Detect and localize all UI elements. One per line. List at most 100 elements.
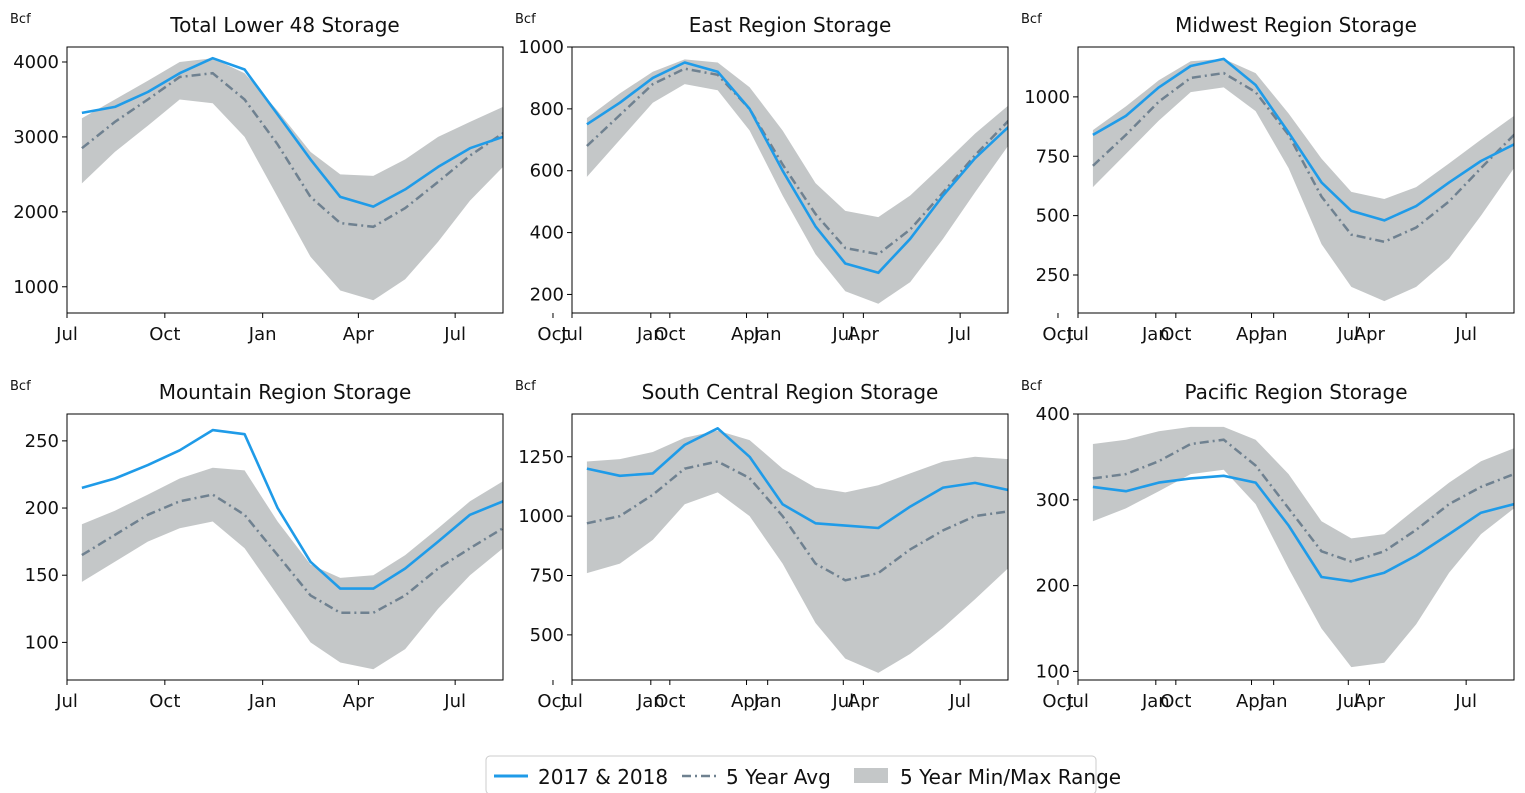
panel-title: South Central Region Storage <box>642 380 939 404</box>
plot-area <box>81 428 503 670</box>
legend-range-swatch <box>854 768 888 783</box>
range-band <box>81 467 503 670</box>
y-tick-label: 750 <box>1036 146 1070 167</box>
y-unit-label: Bcf <box>515 12 536 27</box>
legend-frame <box>485 755 1097 793</box>
range-band <box>1092 58 1514 302</box>
panel-6: JulOctJanAprJulOctJanAprJul100200300400P… <box>1021 379 1515 712</box>
panel-5: Jul Oct Jan Apr Jul Oct Jan Apr Jul5007501000125… <box>515 379 1359 712</box>
y-tick-label: 200 <box>25 498 59 519</box>
chart-legend: 2017 & 2018 5 Year Avg 5 Year Min/Max Ra… <box>485 755 1121 793</box>
x-tick-label: Jan <box>753 324 782 345</box>
plot-area <box>586 59 1008 304</box>
chart-panels: Jul Oct Jan Apr Jul Oct Jan Apr Jul1000200030004… <box>10 12 1515 712</box>
plot-frame <box>1077 413 1515 681</box>
x-tick-label: Oct <box>537 324 568 345</box>
plot-frame <box>571 413 1009 681</box>
y-tick-label: 1000 <box>13 277 59 298</box>
y-tick-label: 400 <box>1036 404 1070 425</box>
x-tick-label: Jan <box>1259 691 1288 712</box>
plot-area <box>1092 426 1514 668</box>
plot-frame <box>66 46 504 314</box>
plot-frame <box>66 413 504 681</box>
plot-area <box>81 56 503 301</box>
actual-line <box>586 61 1008 275</box>
x-tick-label: Jul <box>1066 691 1089 712</box>
x-tick-label: Oct <box>654 324 685 345</box>
x-tick-label: Apr <box>1236 691 1268 712</box>
x-tick-label: Jan <box>1141 691 1170 712</box>
x-tick-label: Jan <box>1259 324 1288 345</box>
y-tick-label: 300 <box>1036 490 1070 511</box>
x-tick-label: Jul <box>1336 691 1359 712</box>
panel-title: Total Lower 48 Storage <box>169 13 399 37</box>
x-tick-label: Jul <box>1336 324 1359 345</box>
x-tick-label: Oct <box>149 691 180 712</box>
y-tick-label: 500 <box>1036 206 1070 227</box>
y-tick-label: 400 <box>530 223 564 244</box>
x-tick-label: Apr <box>731 691 763 712</box>
panel-title: Midwest Region Storage <box>1175 13 1417 37</box>
range-band <box>586 430 1008 673</box>
x-tick-label: Jan <box>753 691 782 712</box>
panel-2: Jul Oct Jan Apr Jul Oct Jan Apr Jul2004006008001… <box>515 12 1359 345</box>
plot-frame <box>571 46 1009 314</box>
x-tick-label: Jul <box>55 324 78 345</box>
panel-4: Jul Oct Jan Apr Jul Oct Jan Apr Jul100150200250M… <box>10 379 854 712</box>
x-tick-label: Apr <box>848 324 880 345</box>
legend-actual-label: 2017 & 2018 <box>538 765 668 789</box>
range-band <box>586 59 1008 304</box>
y-tick-label: 250 <box>1036 265 1070 286</box>
actual-line <box>586 427 1008 530</box>
y-tick-label: 750 <box>530 566 564 587</box>
y-unit-label: Bcf <box>10 12 31 27</box>
panel-title: East Region Storage <box>689 13 892 37</box>
y-tick-label: 1000 <box>518 37 564 58</box>
y-unit-label: Bcf <box>515 379 536 394</box>
y-tick-label: 500 <box>530 625 564 646</box>
avg-line <box>586 460 1008 582</box>
x-tick-label: Jul <box>55 691 78 712</box>
y-tick-label: 4000 <box>13 52 59 73</box>
y-tick-label: 100 <box>25 632 59 653</box>
x-tick-label: Apr <box>343 691 375 712</box>
range-band <box>81 58 503 301</box>
x-tick-label: Apr <box>1236 324 1268 345</box>
legend-avg-label: 5 Year Avg <box>726 765 831 789</box>
x-tick-label: Jul <box>443 691 466 712</box>
x-tick-label: Apr <box>848 691 880 712</box>
x-tick-label: Jul <box>1454 691 1477 712</box>
y-tick-label: 150 <box>25 565 59 586</box>
y-tick-label: 600 <box>530 161 564 182</box>
x-tick-label: Jul <box>831 324 854 345</box>
x-tick-label: Apr <box>731 324 763 345</box>
panel-3: JulOctJanAprJulOctJanAprJul2505007501000… <box>1021 12 1515 345</box>
panel-title: Mountain Region Storage <box>159 380 412 404</box>
y-tick-label: 250 <box>25 431 59 452</box>
x-tick-label: Jul <box>1454 324 1477 345</box>
x-tick-label: Apr <box>1354 324 1386 345</box>
x-tick-label: Oct <box>1160 691 1191 712</box>
x-tick-label: Jul <box>831 691 854 712</box>
y-tick-label: 3000 <box>13 127 59 148</box>
x-tick-label: Oct <box>1042 691 1073 712</box>
x-tick-label: Oct <box>149 324 180 345</box>
x-tick-label: Jul <box>560 691 583 712</box>
x-tick-label: Jan <box>1141 324 1170 345</box>
x-tick-label: Oct <box>537 691 568 712</box>
panel-title: Pacific Region Storage <box>1185 380 1408 404</box>
avg-line <box>81 71 503 229</box>
y-tick-label: 1000 <box>518 506 564 527</box>
actual-line <box>81 56 503 208</box>
x-tick-label: Jul <box>560 324 583 345</box>
x-tick-label: Jan <box>248 324 277 345</box>
x-tick-label: Apr <box>343 324 375 345</box>
plot-frame <box>1077 46 1515 314</box>
y-unit-label: Bcf <box>10 379 31 394</box>
y-tick-label: 100 <box>1036 661 1070 682</box>
legend-range-label: 5 Year Min/Max Range <box>900 765 1121 789</box>
x-tick-label: Jul <box>443 324 466 345</box>
y-tick-label: 200 <box>530 284 564 305</box>
x-tick-label: Jan <box>636 691 665 712</box>
